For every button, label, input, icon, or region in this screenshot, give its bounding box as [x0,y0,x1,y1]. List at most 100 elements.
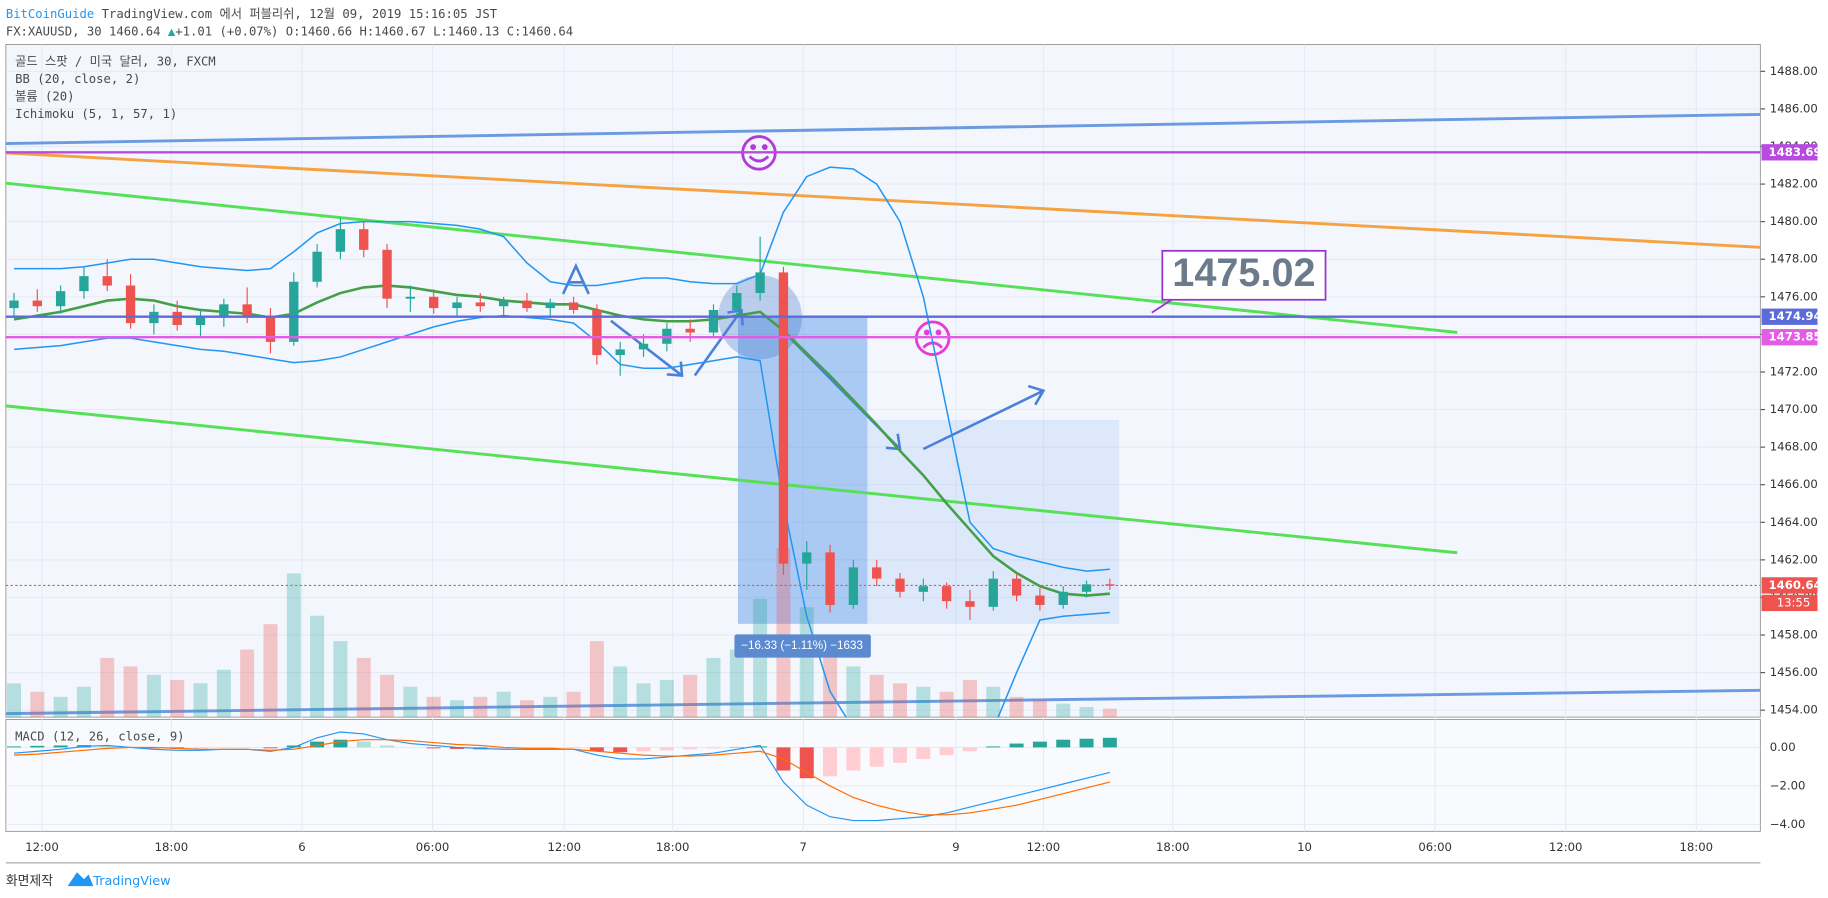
x-tick-label: 18:00 [155,840,189,854]
candle-body [1058,591,1068,605]
callout-pointer [1151,299,1173,314]
y-tick-label: 1454.00 [1770,703,1818,717]
candle-body [941,586,952,602]
volume-bar [893,683,908,718]
price-pane [5,43,1761,718]
trend-line [5,112,1761,146]
volume-bar [170,679,185,718]
macd-histogram [962,747,977,752]
candle-body [872,567,882,579]
macd-histogram [310,741,325,748]
candle-body [615,349,625,356]
volume-bar [216,669,231,718]
candle-body [708,309,719,333]
tv-logo [67,872,94,887]
countdown-tag [1761,594,1818,612]
candle-body [895,578,905,592]
volume-bar [30,691,45,718]
volume-bar [776,548,791,718]
macd-histogram [846,747,861,771]
x-tick-label: 12:00 [1027,840,1061,854]
macd-histogram [53,745,68,748]
volume-bar [683,674,698,718]
volume-bar [123,666,138,718]
volume-bar [333,641,348,718]
bb-lower [13,314,1110,718]
volume-bar [473,696,488,718]
candle-body [452,302,462,309]
macd-histogram [916,747,931,759]
low: L:1460.13 [433,24,499,38]
macd-histogram [986,746,1001,748]
volume-bar [916,686,931,718]
macd-plot [6,731,1117,822]
volume-bar [450,700,464,718]
candle-body [545,302,555,309]
x-tick-label: 10 [1297,840,1312,854]
volume-bar [356,657,371,718]
author: BitCoinGuide [6,7,94,21]
macd-histogram [706,747,721,749]
candle-body [732,293,742,310]
candle-body [55,291,66,307]
y-tick-label: 1462.00 [1770,552,1818,566]
volume-bar [729,649,744,718]
macd-histogram [450,747,464,749]
x-tick-label: 12:00 [547,840,581,854]
candle-body [265,317,276,342]
x-tick-label: 7 [800,840,807,854]
price-tag [1761,144,1818,161]
y-tick-label: −4.00 [1770,817,1806,831]
volume-bar [286,573,301,718]
volume-bar [380,674,395,718]
macd-histogram [566,747,581,749]
x-tick-label: 9 [952,840,959,854]
price-tag-label: 1474.94 [1769,309,1822,323]
macd-histogram [6,746,21,748]
x-tick-label: 06:00 [1418,840,1452,854]
trend-line [5,688,1761,716]
macd-histogram [100,745,115,748]
volume-bar [310,615,325,718]
y-tick-label: 1470.00 [1770,402,1818,416]
volume-bar [193,683,208,718]
macd-histogram [426,747,441,749]
candle-body [848,567,859,605]
y-tick-label: −2.00 [1770,778,1806,792]
y-tick-label: 1486.00 [1770,101,1818,115]
volume-bar [589,641,604,718]
change: +1.01 (+0.07%) [175,24,278,38]
last: 1460.64 [109,24,161,38]
macd-histogram [263,747,278,749]
close: C:1460.64 [507,24,573,38]
price-plot [5,151,1761,718]
countdown: 13:55 [1777,595,1811,609]
macd-histogram [333,739,348,748]
x-tick-label: 06:00 [416,840,450,854]
legend-item: BB (20, close, 2) [15,72,140,86]
volume-bar [76,686,91,718]
candle-body [219,304,229,318]
volume-bar [6,683,21,718]
signal-line [13,739,1110,816]
y-tick-label: 1482.00 [1770,177,1818,191]
volume-bar [100,657,115,718]
price-tag [1761,308,1818,325]
trend-line [5,404,1458,555]
y-tick-label: 1466.00 [1770,477,1818,491]
macd-histogram [286,745,301,748]
macd-histogram [636,747,651,752]
x-tick-label: 18:00 [1156,840,1190,854]
candle-body [289,281,299,342]
candle-body [778,272,789,564]
x-tick-label: 12:00 [25,840,59,854]
volume-bar [799,607,814,718]
price-tag-label: 1483.69 [1769,145,1822,159]
macd-histogram [30,745,45,748]
footer-credit: 화면제작 [6,874,53,889]
candle-body [172,311,182,325]
volume-bar [846,666,861,718]
header-line: BitCoinGuide TradingView.com 에서 퍼블리쉬, 12… [6,7,498,21]
volume-bar [613,666,628,718]
